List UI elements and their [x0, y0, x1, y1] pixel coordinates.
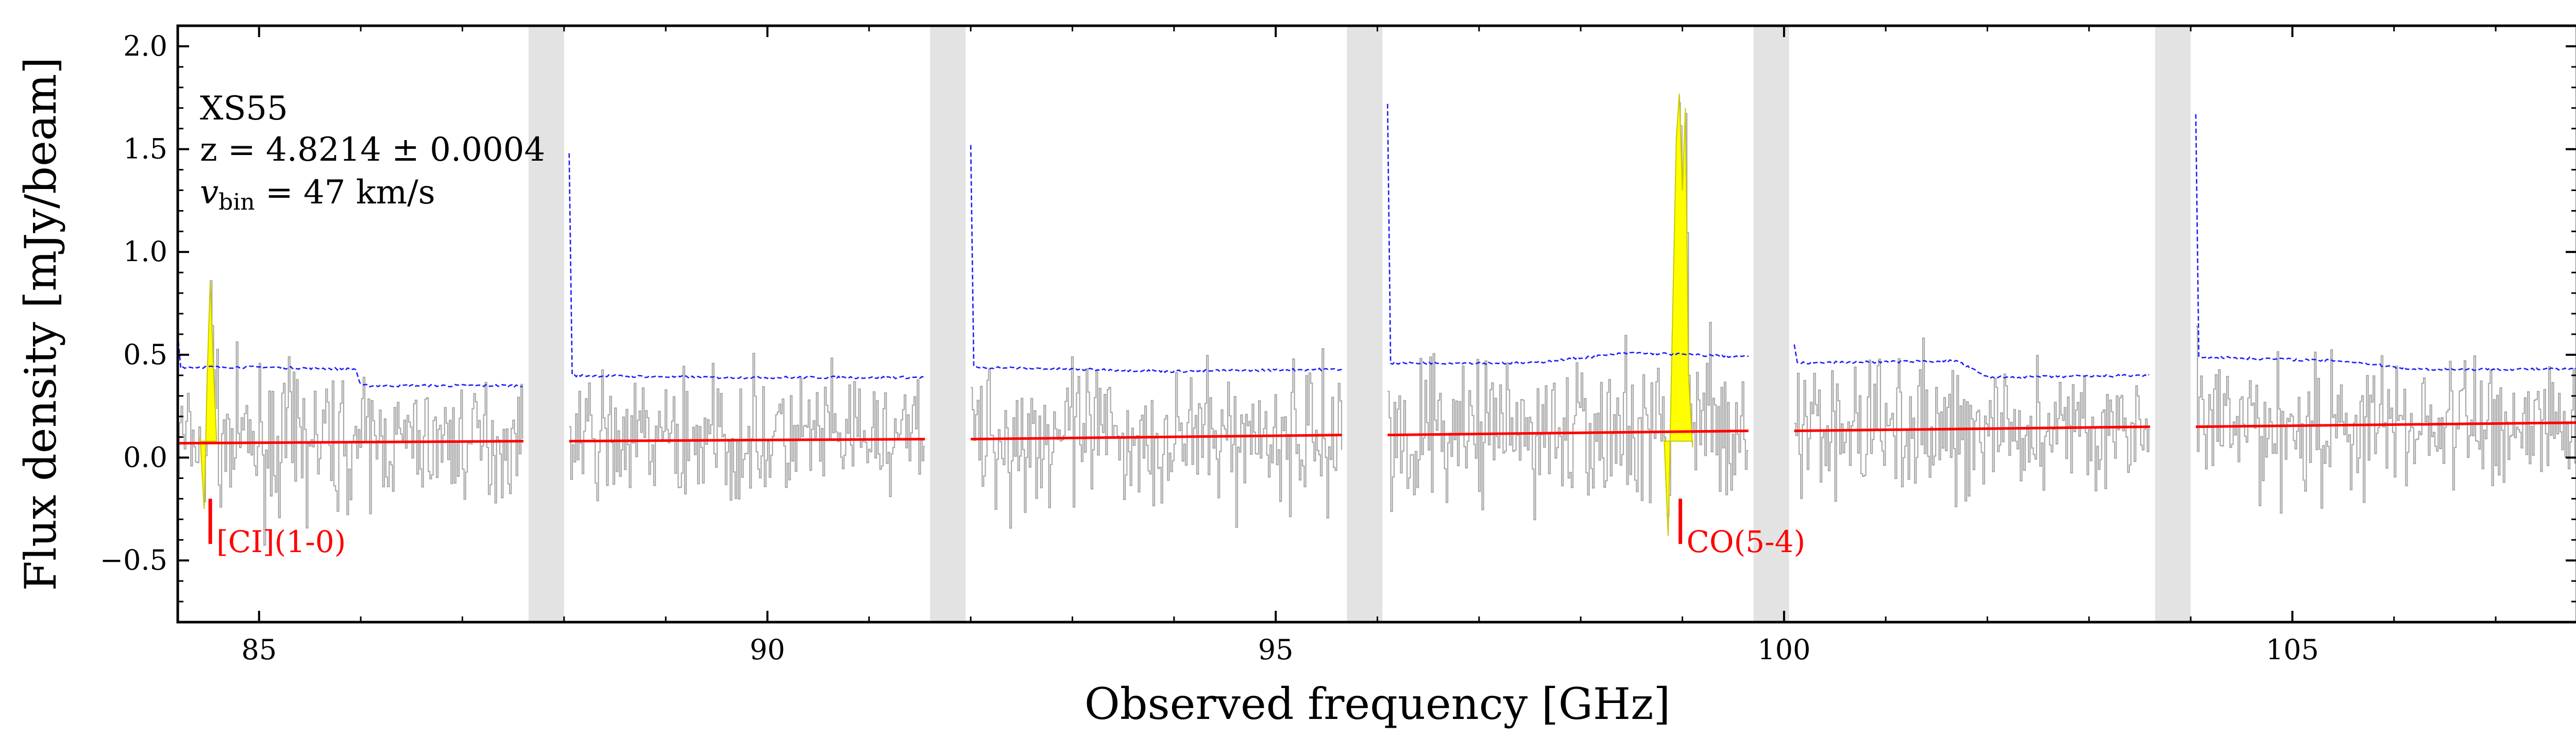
- redshift-label: z = 4.8214 ± 0.0004: [200, 131, 545, 169]
- y-tick-label-5: 1.5: [123, 133, 167, 165]
- y-tick-label-6: 2.0: [123, 30, 167, 62]
- annotation-block: XS55 z = 4.8214 ± 0.0004 vbin = 47 km/s: [200, 90, 545, 215]
- noise-segment-3: [970, 145, 1342, 373]
- noise-segment-4: [1386, 104, 1749, 365]
- source-name: XS55: [200, 90, 288, 128]
- gap-band-4: [1753, 26, 1789, 622]
- continuum-series: [177, 421, 2576, 445]
- y-tick-label-4: 1.0: [123, 235, 167, 268]
- emission-fills: [199, 93, 1693, 536]
- noise-segment-2: [568, 153, 924, 380]
- x-tick-label-3: 95: [1258, 633, 1294, 666]
- y-tick-label-3: 0.5: [123, 338, 167, 371]
- emission-fill-1: [199, 281, 217, 509]
- spectrum-segment-1: [178, 280, 523, 546]
- noise-segment-5: [1793, 344, 2150, 379]
- y-tick-label-2: 0.0: [123, 441, 167, 474]
- spectrum-segment-4: [1387, 102, 1749, 521]
- spectrum-segment-6: [2196, 325, 2576, 514]
- y-axis-label: Flux density [mJy/beam]: [15, 57, 66, 591]
- noise-series: [177, 104, 2576, 388]
- continuum-segment-1: [177, 440, 523, 445]
- continuum-segment-3: [971, 434, 1342, 441]
- axis-ticks: 85 90 95 100 105 −0.5 0.0 0.5 1.0 1.5 2.0: [100, 26, 2576, 666]
- x-axis-label: Observed frequency [GHz]: [1084, 679, 1670, 729]
- spectrum-segment-5: [1794, 337, 2150, 507]
- x-tick-label-2: 90: [750, 633, 785, 666]
- continuum-segment-2: [569, 438, 925, 443]
- x-tick-label-1: 85: [242, 633, 277, 666]
- line-markers: [CI](1-0) CO(5-4): [208, 499, 1806, 559]
- gap-band-2: [930, 26, 966, 622]
- continuum-segment-4: [1387, 430, 1749, 437]
- y-tick-label-1: −0.5: [100, 544, 167, 576]
- x-tick-label-4: 100: [1757, 633, 1810, 666]
- vbin-subscript: bin: [218, 189, 255, 215]
- vbin-value: = 47 km/s: [255, 174, 435, 212]
- spectrum-segment-2: [569, 353, 925, 502]
- emission-fill-2: [1664, 93, 1693, 536]
- line-label-2: CO(5-4): [1687, 524, 1806, 559]
- gap-band-5: [2155, 26, 2191, 622]
- gap-band-1: [528, 26, 564, 622]
- gap-bands: [528, 26, 2191, 622]
- noise-segment-6: [2195, 114, 2576, 371]
- noise-segment-1: [177, 334, 523, 388]
- continuum-segment-6: [2195, 421, 2576, 428]
- line-label-1: [CI](1-0): [216, 524, 346, 559]
- vbin-symbol: v: [200, 174, 218, 212]
- vbin-label: vbin = 47 km/s: [200, 174, 435, 215]
- gap-band-3: [1347, 26, 1383, 622]
- x-tick-label-5: 105: [2266, 633, 2319, 666]
- spectrum-segment-3: [971, 348, 1343, 529]
- continuum-segment-5: [1794, 425, 2150, 433]
- spectrum-series: [178, 102, 2576, 546]
